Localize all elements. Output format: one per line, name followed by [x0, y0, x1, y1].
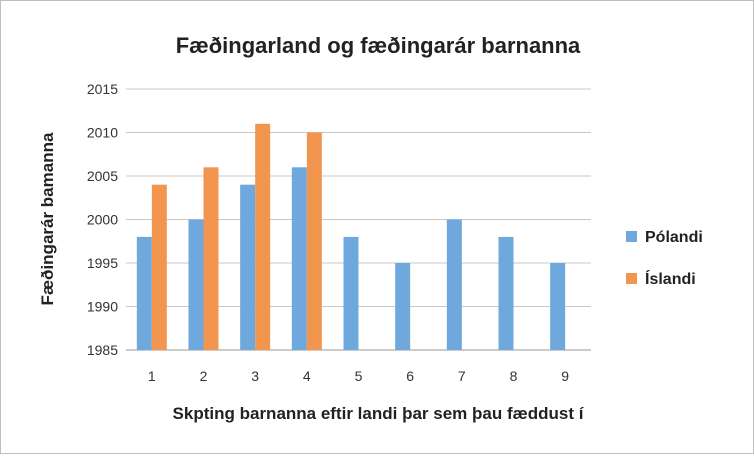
bar-polandi-6	[395, 263, 411, 350]
y-tick-label: 1995	[87, 255, 118, 271]
chart-title: Fæðingarland og fæðingarár barnanna	[176, 33, 581, 58]
y-tick-label: 2015	[87, 81, 118, 97]
bar-islandi-4	[306, 132, 322, 350]
bar-polandi-4	[291, 167, 307, 350]
x-tick-label: 3	[251, 368, 259, 384]
bar-polandi-2	[188, 219, 204, 350]
x-tick-label: 9	[561, 368, 569, 384]
bar-polandi-9	[550, 263, 566, 350]
legend-swatch	[626, 231, 637, 242]
legend-swatch	[626, 273, 637, 284]
bar-polandi-1	[136, 236, 152, 350]
y-tick-label: 1985	[87, 342, 118, 358]
legend-label: Íslandi	[645, 269, 696, 288]
y-tick-label: 2005	[87, 168, 118, 184]
legend: Pólandi Íslandi	[626, 229, 703, 288]
y-tick-label: 1990	[87, 299, 118, 315]
bar-islandi-2	[203, 167, 219, 350]
x-tick-label: 4	[303, 368, 311, 384]
x-tick-label: 7	[458, 368, 466, 384]
bar-polandi-3	[240, 184, 256, 350]
bars	[136, 123, 566, 350]
x-axis-ticks: 1 2 3 4 5 6 7 8 9	[148, 368, 569, 384]
x-axis-title: Skpting barnanna eftir landi þar sem þau…	[173, 404, 585, 423]
x-tick-label: 5	[355, 368, 363, 384]
x-tick-label: 8	[510, 368, 518, 384]
x-tick-label: 1	[148, 368, 156, 384]
bar-polandi-8	[498, 236, 514, 350]
x-tick-label: 6	[406, 368, 414, 384]
bar-polandi-5	[343, 236, 359, 350]
y-tick-label: 2000	[87, 212, 118, 228]
legend-label: Pólandi	[645, 229, 703, 246]
y-axis-ticks: 1985 1990 1995 2000 2005 2010 2015	[87, 81, 118, 358]
y-axis-title: Fæðingarár bamanna	[38, 132, 57, 305]
y-tick-label: 2010	[87, 125, 118, 141]
bar-islandi-1	[151, 184, 167, 350]
bar-polandi-7	[446, 219, 462, 350]
x-tick-label: 2	[200, 368, 208, 384]
bar-islandi-3	[255, 123, 271, 350]
